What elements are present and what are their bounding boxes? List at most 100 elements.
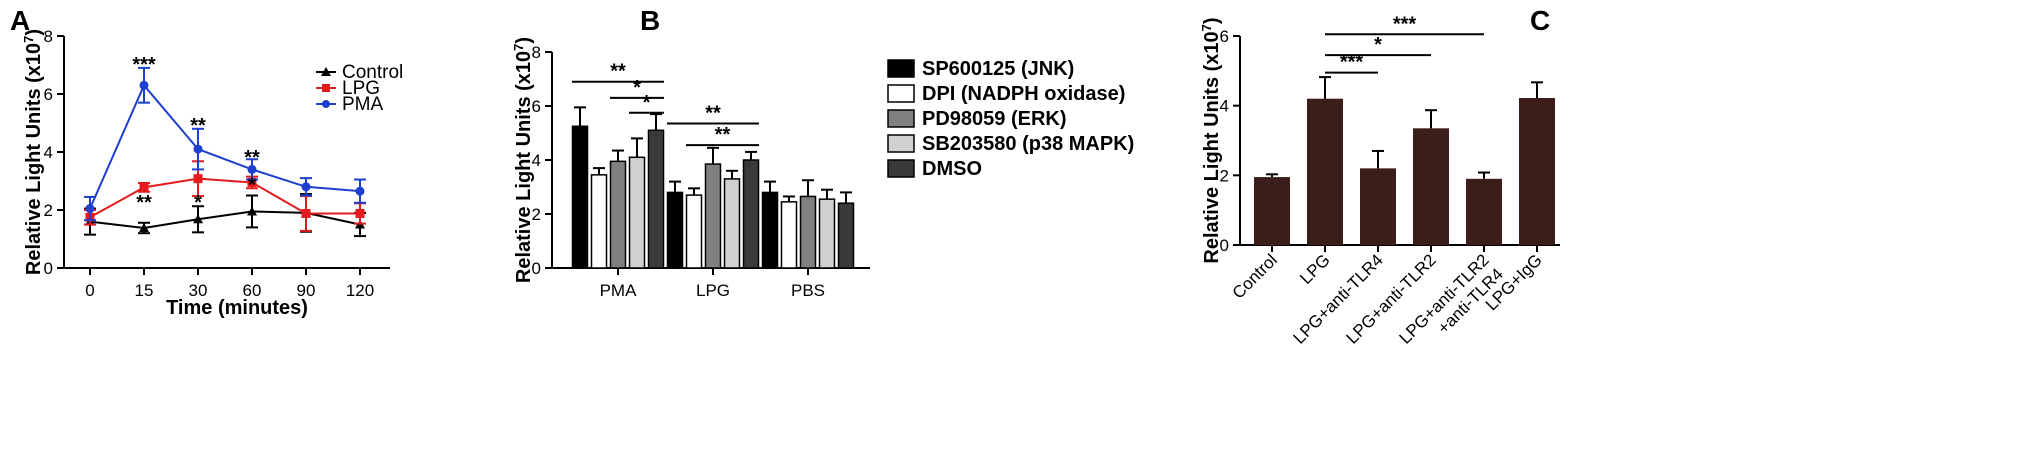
panel-b-bar xyxy=(761,191,779,269)
panel-b-significance-stars: ** xyxy=(715,124,731,146)
legend-b-label-1: DPI (NADPH oxidase) xyxy=(922,83,1125,105)
panel-a-y-tick-label: 4 xyxy=(44,143,53,162)
panel-c-significance-stars: *** xyxy=(1340,52,1364,74)
panel-a-pma-line xyxy=(89,83,361,209)
panel-c-x-tick-label: LPG+anti-TLR2 xyxy=(1343,250,1440,347)
panel-a-y-tick-label: 0 xyxy=(44,259,53,278)
panel-label-a: A xyxy=(10,5,30,36)
panel-c-y-tick-label: 6 xyxy=(1220,27,1229,46)
legend-lpg-marker xyxy=(322,84,330,92)
panel-a-x-tick-label: 120 xyxy=(346,281,374,300)
legend-control-label: Control xyxy=(342,62,403,83)
panel-b-x-tick-label: PMA xyxy=(600,281,638,300)
panel-b-bar xyxy=(818,198,836,269)
panel-b-bar xyxy=(647,129,665,269)
panel-b-bar xyxy=(666,191,684,269)
legend-b-swatch-1 xyxy=(887,84,915,103)
panel-c-bar xyxy=(1519,98,1555,246)
panel-a-control-point xyxy=(247,206,257,216)
panel-c-bar xyxy=(1360,168,1396,245)
legend-b-label-3: SB203580 (p38 MAPK) xyxy=(922,133,1134,155)
panel-b-bar xyxy=(742,159,760,269)
panel-a-x-tick-label: 0 xyxy=(85,281,94,300)
panel-a-significance-stars: *** xyxy=(132,54,156,76)
legend-b-label-4: DMSO xyxy=(922,158,982,180)
legend-pma-label: PMA xyxy=(342,94,384,115)
panel-b-significance-stars: ** xyxy=(610,61,626,83)
panel-c-bar xyxy=(1307,98,1343,245)
panel-a-x-tick-label: 15 xyxy=(135,281,154,300)
panel-a-line-chart: 0 2 4 6 8 0 15 30 60 90 120 Time (minutes) Relative … xyxy=(21,27,404,319)
panel-b-bar xyxy=(571,125,589,269)
panel-b-significance-stars: * xyxy=(643,92,651,114)
panel-a-pma-point xyxy=(247,164,257,174)
panel-b-y-tick-label: 0 xyxy=(532,259,541,278)
panel-b-y-tick-label: 6 xyxy=(532,97,541,116)
panel-a-pma-point xyxy=(139,80,149,90)
panel-b-bar xyxy=(685,194,703,269)
panel-a-x-tick-label: 90 xyxy=(297,281,316,300)
legend-lpg-label: LPG xyxy=(342,78,380,99)
legend-b-swatch-0 xyxy=(887,59,915,78)
legend-pma-marker xyxy=(322,100,330,108)
panel-a-lpg-point xyxy=(193,174,203,184)
panel-b-x-tick-label: LPG xyxy=(696,281,730,300)
panel-b-bar xyxy=(609,160,627,269)
legend-b-swatch-4 xyxy=(887,159,915,178)
panel-a-pma-point xyxy=(85,204,95,214)
panel-a-y-tick-label: 2 xyxy=(44,201,53,220)
legend-b-swatch-2 xyxy=(887,109,915,128)
panel-b-bar xyxy=(837,202,855,269)
panel-c-y-tick-label: 0 xyxy=(1220,236,1229,255)
panel-c-significance-stars: *** xyxy=(1393,13,1417,35)
panel-b-bar xyxy=(628,156,646,269)
panel-label-b: B xyxy=(640,5,660,36)
panel-a-pma-point xyxy=(301,182,311,192)
panel-label-c: C xyxy=(1530,5,1550,36)
panel-b-bar xyxy=(780,201,798,269)
panel-a-significance-stars: ** xyxy=(136,192,152,214)
panel-a-lpg-point xyxy=(139,182,149,192)
panel-c-bar xyxy=(1413,128,1449,245)
panel-a-pma-point xyxy=(193,144,203,154)
panel-a-control-line xyxy=(89,210,361,229)
panel-a-significance-stars: ** xyxy=(190,115,206,137)
panel-c-y-axis-label: Relative Light Units (x107) xyxy=(1199,17,1224,263)
panel-c-bar xyxy=(1466,178,1502,245)
panel-a-x-axis-label: Time (minutes) xyxy=(166,297,308,319)
panel-a-lpg-point xyxy=(301,208,311,218)
panel-a-lpg-point xyxy=(247,177,257,187)
panel-a-x-tick-label: 30 xyxy=(189,281,208,300)
panel-a-significance-stars: ** xyxy=(244,147,260,169)
panel-a-control-point xyxy=(139,222,149,232)
panel-a-significance-stars: * xyxy=(194,192,202,214)
panel-c-x-tick-label: Control xyxy=(1229,250,1281,302)
panel-a-y-tick-label: 6 xyxy=(44,85,53,104)
panel-b-significance-stars: * xyxy=(633,77,641,99)
legend-b-label-2: PD98059 (ERK) xyxy=(922,108,1067,130)
panel-b-bar xyxy=(723,178,741,269)
panel-b-y-axis-label: Relative Light Units (x107) xyxy=(511,37,536,283)
panel-b-x-tick-label: PBS xyxy=(791,281,825,300)
panel-a-lpg-point xyxy=(355,208,365,218)
panel-c-x-tick-label: LPG+anti-TLR4 xyxy=(1290,250,1387,347)
panel-a-control-point xyxy=(193,214,203,224)
panel-a-significance-stars: * xyxy=(248,174,256,196)
legend-b-label-0: SP600125 (JNK) xyxy=(922,58,1074,80)
panel-c-bar xyxy=(1254,177,1290,245)
panel-b-y-tick-label: 8 xyxy=(532,43,541,62)
panel-a-pma-point xyxy=(355,186,365,196)
panel-a-y-tick-label: 8 xyxy=(44,27,53,46)
panel-a-y-axis-label: Relative Light Units (x107) xyxy=(21,29,46,275)
panel-b-bar xyxy=(704,163,722,269)
panel-b-y-tick-label: 2 xyxy=(532,205,541,224)
legend-b-swatch-3 xyxy=(887,134,915,153)
panel-b-y-tick-label: 4 xyxy=(532,151,541,170)
panel-c-y-tick-label: 4 xyxy=(1220,97,1229,116)
panel-a-x-tick-label: 60 xyxy=(243,281,262,300)
panel-c-x-tick-label: LPG xyxy=(1296,250,1333,287)
panel-c-significance-stars: * xyxy=(1374,34,1382,56)
